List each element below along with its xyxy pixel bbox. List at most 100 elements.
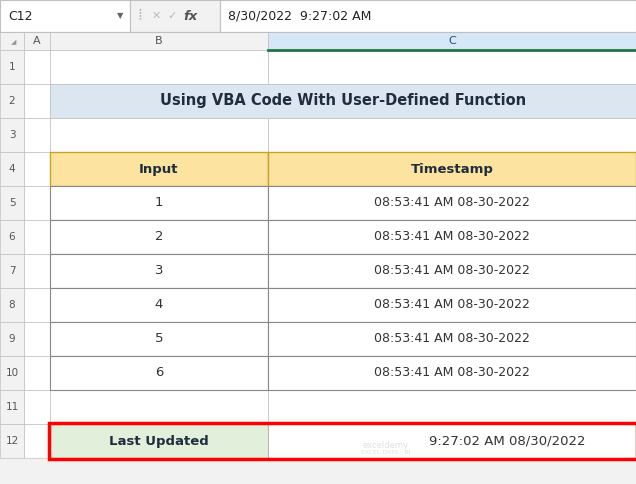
FancyBboxPatch shape	[130, 0, 220, 32]
Text: fx: fx	[183, 10, 197, 22]
Text: 1: 1	[155, 197, 163, 210]
FancyBboxPatch shape	[50, 254, 268, 288]
FancyBboxPatch shape	[0, 32, 24, 50]
FancyBboxPatch shape	[268, 322, 636, 356]
FancyBboxPatch shape	[0, 0, 130, 32]
FancyBboxPatch shape	[268, 356, 636, 390]
FancyBboxPatch shape	[0, 288, 24, 322]
FancyBboxPatch shape	[24, 424, 50, 458]
FancyBboxPatch shape	[0, 50, 24, 84]
Text: 2: 2	[9, 96, 15, 106]
FancyBboxPatch shape	[268, 424, 636, 458]
Text: 08:53:41 AM 08-30-2022: 08:53:41 AM 08-30-2022	[374, 230, 530, 243]
Text: Using VBA Code With User-Defined Function: Using VBA Code With User-Defined Functio…	[160, 93, 526, 108]
Text: 3: 3	[155, 264, 163, 277]
FancyBboxPatch shape	[0, 118, 24, 152]
Text: 5: 5	[155, 333, 163, 346]
FancyBboxPatch shape	[268, 152, 636, 186]
Text: 6: 6	[9, 232, 15, 242]
FancyBboxPatch shape	[50, 322, 268, 356]
FancyBboxPatch shape	[24, 356, 50, 390]
Text: 12: 12	[5, 436, 18, 446]
FancyBboxPatch shape	[268, 50, 636, 84]
Text: 9: 9	[9, 334, 15, 344]
Text: 11: 11	[5, 402, 18, 412]
FancyBboxPatch shape	[50, 254, 268, 288]
FancyBboxPatch shape	[24, 390, 50, 424]
FancyBboxPatch shape	[0, 152, 24, 186]
FancyBboxPatch shape	[50, 186, 268, 220]
Text: C: C	[448, 36, 456, 46]
Text: 6: 6	[155, 366, 163, 379]
FancyBboxPatch shape	[268, 32, 636, 50]
FancyBboxPatch shape	[268, 220, 636, 254]
FancyBboxPatch shape	[24, 288, 50, 322]
FancyBboxPatch shape	[268, 288, 636, 322]
FancyBboxPatch shape	[24, 32, 50, 50]
FancyBboxPatch shape	[268, 390, 636, 424]
FancyBboxPatch shape	[0, 424, 24, 458]
Text: exceldemy: exceldemy	[363, 440, 409, 450]
FancyBboxPatch shape	[268, 424, 636, 458]
FancyBboxPatch shape	[50, 356, 268, 390]
Text: 10: 10	[6, 368, 18, 378]
Text: 8: 8	[9, 300, 15, 310]
FancyBboxPatch shape	[268, 118, 636, 152]
Text: 4: 4	[9, 164, 15, 174]
Text: 1: 1	[9, 62, 15, 72]
Text: ◢: ◢	[11, 39, 17, 45]
FancyBboxPatch shape	[24, 186, 50, 220]
FancyBboxPatch shape	[268, 254, 636, 288]
FancyBboxPatch shape	[0, 220, 24, 254]
FancyBboxPatch shape	[50, 50, 268, 84]
Text: 2: 2	[155, 230, 163, 243]
Text: ▼: ▼	[117, 12, 123, 20]
FancyBboxPatch shape	[0, 254, 24, 288]
FancyBboxPatch shape	[268, 356, 636, 390]
Text: 08:53:41 AM 08-30-2022: 08:53:41 AM 08-30-2022	[374, 197, 530, 210]
FancyBboxPatch shape	[50, 424, 268, 458]
Text: 4: 4	[155, 299, 163, 312]
FancyBboxPatch shape	[50, 118, 268, 152]
FancyBboxPatch shape	[50, 322, 268, 356]
FancyBboxPatch shape	[268, 186, 636, 220]
Text: 08:53:41 AM 08-30-2022: 08:53:41 AM 08-30-2022	[374, 366, 530, 379]
FancyBboxPatch shape	[50, 220, 268, 254]
FancyBboxPatch shape	[50, 288, 268, 322]
Text: 08:53:41 AM 08-30-2022: 08:53:41 AM 08-30-2022	[374, 299, 530, 312]
FancyBboxPatch shape	[50, 152, 268, 186]
Text: EXCEL DATA · BI: EXCEL DATA · BI	[361, 451, 411, 455]
Text: ✕: ✕	[151, 11, 161, 21]
FancyBboxPatch shape	[50, 220, 268, 254]
Text: 5: 5	[9, 198, 15, 208]
FancyBboxPatch shape	[268, 152, 636, 186]
Text: 08:53:41 AM 08-30-2022: 08:53:41 AM 08-30-2022	[374, 333, 530, 346]
FancyBboxPatch shape	[0, 390, 24, 424]
Text: 9:27:02 AM 08/30/2022: 9:27:02 AM 08/30/2022	[429, 435, 586, 448]
Text: 7: 7	[9, 266, 15, 276]
FancyBboxPatch shape	[268, 322, 636, 356]
FancyBboxPatch shape	[50, 390, 268, 424]
FancyBboxPatch shape	[50, 84, 268, 118]
FancyBboxPatch shape	[0, 186, 24, 220]
FancyBboxPatch shape	[24, 254, 50, 288]
Text: C12: C12	[8, 10, 32, 22]
FancyBboxPatch shape	[24, 322, 50, 356]
FancyBboxPatch shape	[24, 118, 50, 152]
FancyBboxPatch shape	[220, 0, 636, 32]
FancyBboxPatch shape	[0, 322, 24, 356]
Text: Input: Input	[139, 163, 179, 176]
Text: ✓: ✓	[167, 11, 177, 21]
Text: ⁞: ⁞	[137, 9, 142, 24]
FancyBboxPatch shape	[50, 152, 268, 186]
FancyBboxPatch shape	[24, 50, 50, 84]
FancyBboxPatch shape	[50, 424, 268, 458]
FancyBboxPatch shape	[268, 84, 636, 118]
Text: 3: 3	[9, 130, 15, 140]
Text: Last Updated: Last Updated	[109, 435, 209, 448]
FancyBboxPatch shape	[50, 288, 268, 322]
Text: A: A	[33, 36, 41, 46]
FancyBboxPatch shape	[268, 220, 636, 254]
Text: 8/30/2022  9:27:02 AM: 8/30/2022 9:27:02 AM	[228, 10, 371, 22]
FancyBboxPatch shape	[50, 186, 268, 220]
